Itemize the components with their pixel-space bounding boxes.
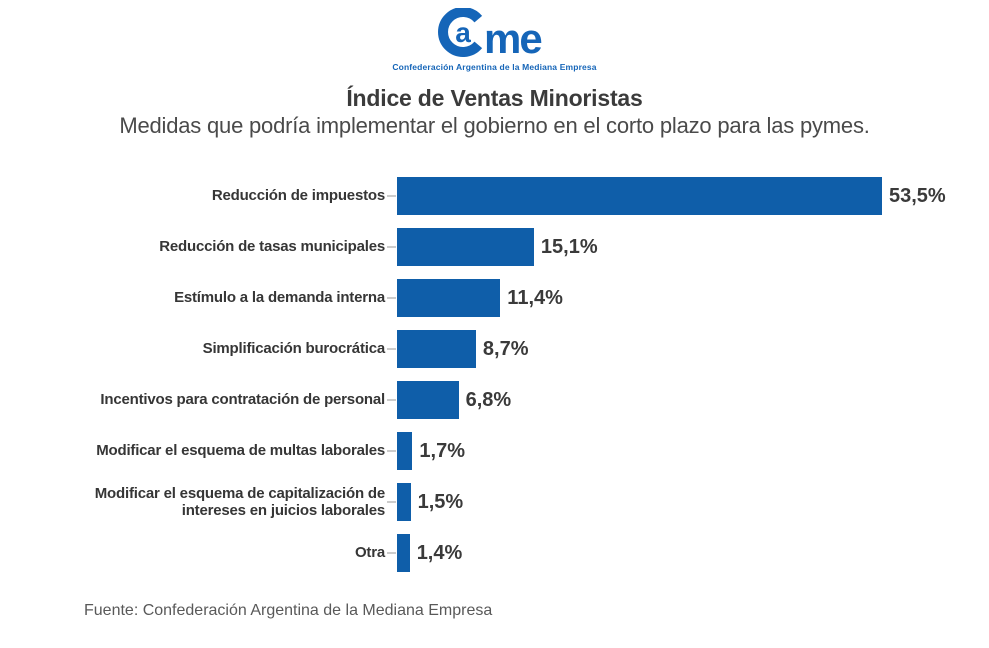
value-label: 8,7% [482, 337, 529, 360]
bar [397, 483, 411, 521]
axis-tick [387, 297, 396, 299]
bar-row: Simplificación burocrática 8,7% [75, 330, 989, 368]
bar-row: Incentivos para contratación de personal… [75, 381, 989, 419]
logo-letter-a: a [455, 17, 471, 48]
logo-accent-mark [467, 10, 476, 18]
bar [397, 381, 459, 419]
value-label: 1,4% [416, 541, 463, 564]
axis-tick [387, 195, 396, 197]
bar-row: Reducción de impuestos 53,5% [75, 177, 989, 215]
bar [397, 330, 476, 368]
category-label: Modificar el esquema de capitalización d… [94, 484, 385, 519]
category-label: Incentivos para contratación de personal [100, 391, 385, 409]
axis-tick [387, 399, 396, 401]
bar [397, 534, 410, 572]
logo-tagline: Confederación Argentina de la Mediana Em… [392, 62, 597, 72]
logo-c-shape [437, 8, 482, 57]
bar-row: Otra 1,4% [75, 534, 989, 572]
bar-row: Modificar el esquema de capitalización d… [75, 483, 989, 521]
bar [397, 177, 882, 215]
value-label: 1,7% [419, 439, 465, 462]
bar [397, 432, 413, 470]
axis-tick [387, 246, 396, 248]
came-logo-mark: a me [437, 8, 543, 60]
value-label: 11,4% [507, 286, 563, 309]
category-label: Simplificación burocrática [202, 340, 386, 358]
bar [397, 228, 534, 266]
category-label: Reducción de tasas municipales [159, 238, 385, 256]
bar-row: Estímulo a la demanda interna 11,4% [75, 279, 989, 317]
category-label: Modificar el esquema de multas laborales [96, 442, 385, 460]
bar-rows: Reducción de impuestos 53,5% Reducción de … [75, 177, 989, 572]
bar-row: Reducción de tasas municipales 15,1% [75, 228, 989, 266]
value-label: 1,5% [417, 490, 464, 513]
bar-row: Modificar el esquema de multas laborales… [75, 432, 989, 470]
category-label: Estímulo a la demanda interna [174, 289, 385, 307]
axis-tick [387, 450, 396, 452]
axis-tick [387, 348, 396, 350]
chart-subtitle: Medidas que podría implementar el gobier… [119, 113, 870, 138]
bar-chart: Reducción de impuestos 53,5% Reducción de … [75, 177, 989, 585]
came-logo: a me Confederación Argentina de la Media… [0, 8, 989, 72]
axis-tick [387, 552, 396, 554]
value-label: 53,5% [889, 184, 946, 207]
category-label: Otra [354, 544, 385, 562]
source-note: Fuente: Confederación Argentina de la Me… [84, 602, 493, 619]
value-label: 15,1% [540, 235, 598, 258]
category-label: Reducción de impuestos [211, 187, 385, 205]
bar [397, 279, 501, 317]
chart-title: Índice de Ventas Minoristas [346, 85, 643, 111]
axis-tick [387, 501, 396, 503]
value-label: 6,8% [465, 388, 512, 411]
logo-letters-me: me [484, 15, 541, 60]
